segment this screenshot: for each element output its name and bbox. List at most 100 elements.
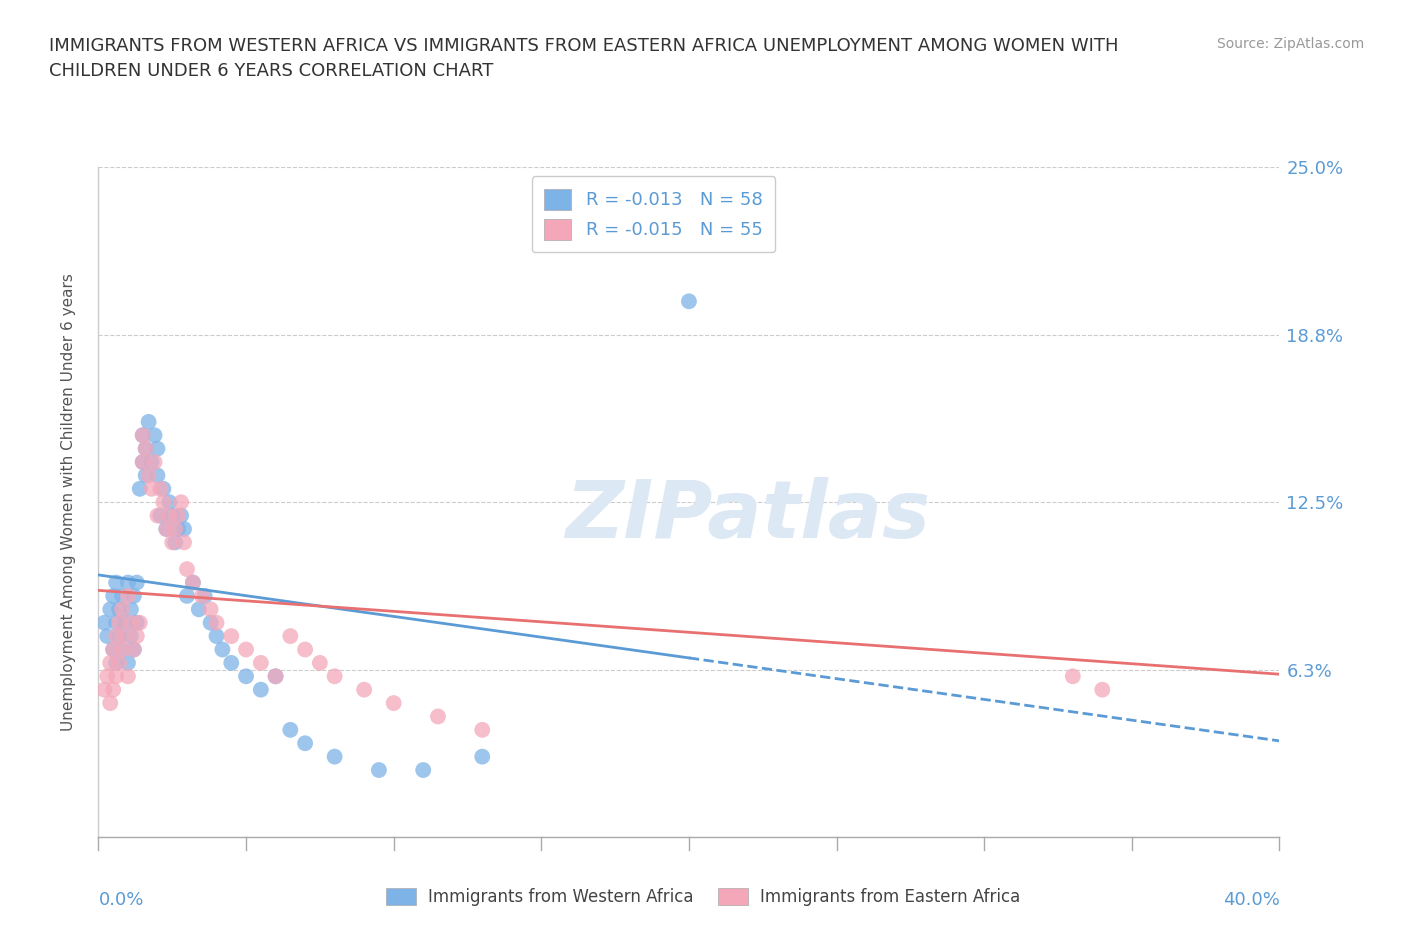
Point <box>170 495 193 510</box>
Point <box>678 294 700 309</box>
Point <box>323 750 346 764</box>
Point <box>138 468 160 483</box>
Point <box>412 763 434 777</box>
Point <box>111 589 134 604</box>
Point <box>353 683 375 698</box>
Point <box>132 428 155 443</box>
Point <box>143 428 166 443</box>
Point <box>108 629 131 644</box>
Point <box>471 723 494 737</box>
Point <box>294 642 316 657</box>
Text: Source: ZipAtlas.com: Source: ZipAtlas.com <box>1216 37 1364 51</box>
Point <box>155 522 177 537</box>
Point <box>111 602 134 617</box>
Point <box>114 629 136 644</box>
Point <box>165 535 187 550</box>
Point <box>117 589 139 604</box>
Point <box>173 535 195 550</box>
Legend: R = -0.013   N = 58, R = -0.015   N = 55: R = -0.013 N = 58, R = -0.015 N = 55 <box>531 177 775 252</box>
Point <box>181 575 204 590</box>
Point <box>135 441 157 456</box>
Point <box>108 602 131 617</box>
Point <box>152 482 174 497</box>
Point <box>264 669 287 684</box>
Point <box>111 642 134 657</box>
Point <box>122 642 145 657</box>
Point <box>146 441 169 456</box>
Point <box>103 683 125 698</box>
Point <box>382 696 405 711</box>
Point <box>170 508 193 523</box>
Point <box>278 629 302 644</box>
Point <box>138 415 160 430</box>
Point <box>93 683 115 698</box>
Point <box>219 629 242 644</box>
Point <box>122 642 145 657</box>
Point <box>167 522 190 537</box>
Point <box>120 616 142 631</box>
Point <box>152 495 174 510</box>
Point <box>120 629 142 644</box>
Point <box>187 602 209 617</box>
Point <box>157 495 180 510</box>
Point <box>250 683 273 698</box>
Point <box>132 455 155 470</box>
Text: IMMIGRANTS FROM WESTERN AFRICA VS IMMIGRANTS FROM EASTERN AFRICA UNEMPLOYMENT AM: IMMIGRANTS FROM WESTERN AFRICA VS IMMIGR… <box>49 37 1119 80</box>
Point <box>105 656 128 671</box>
Point <box>128 482 150 497</box>
Point <box>1091 683 1114 698</box>
Point <box>323 669 346 684</box>
Point <box>157 508 180 523</box>
Point <box>173 522 195 537</box>
Point <box>103 589 125 604</box>
Point <box>125 616 148 631</box>
Point <box>194 589 217 604</box>
Text: 0.0%: 0.0% <box>98 891 143 909</box>
Point <box>200 616 222 631</box>
Point <box>117 575 139 590</box>
Point <box>96 669 118 684</box>
Point <box>471 750 494 764</box>
Point <box>181 575 204 590</box>
Point <box>122 589 145 604</box>
Point <box>111 642 134 657</box>
Point <box>108 616 131 631</box>
Text: Unemployment Among Women with Children Under 6 years: Unemployment Among Women with Children U… <box>62 273 76 731</box>
Point <box>141 482 163 497</box>
Point <box>125 575 148 590</box>
Point <box>294 736 316 751</box>
Point <box>250 656 273 671</box>
Point <box>98 602 121 617</box>
Point <box>165 522 187 537</box>
Point <box>219 656 242 671</box>
Point <box>125 629 148 644</box>
Point <box>146 468 169 483</box>
Point <box>98 656 121 671</box>
Point <box>105 669 128 684</box>
Point <box>176 562 198 577</box>
Point <box>132 428 155 443</box>
Point <box>132 455 155 470</box>
Point <box>235 642 257 657</box>
Text: ZIPatlas: ZIPatlas <box>565 476 931 554</box>
Point <box>278 723 302 737</box>
Point <box>167 508 190 523</box>
Point <box>264 669 287 684</box>
Point <box>427 709 450 724</box>
Point <box>135 441 157 456</box>
Point <box>98 696 121 711</box>
Point <box>105 616 128 631</box>
Point <box>146 508 169 523</box>
Point <box>120 602 142 617</box>
Point <box>200 602 222 617</box>
Point <box>105 629 128 644</box>
Point <box>162 535 183 550</box>
Point <box>108 656 131 671</box>
Point <box>105 575 128 590</box>
Point <box>191 589 214 604</box>
Point <box>143 455 166 470</box>
Point <box>103 642 125 657</box>
Point <box>141 455 163 470</box>
Point <box>93 616 115 631</box>
Point <box>128 616 150 631</box>
